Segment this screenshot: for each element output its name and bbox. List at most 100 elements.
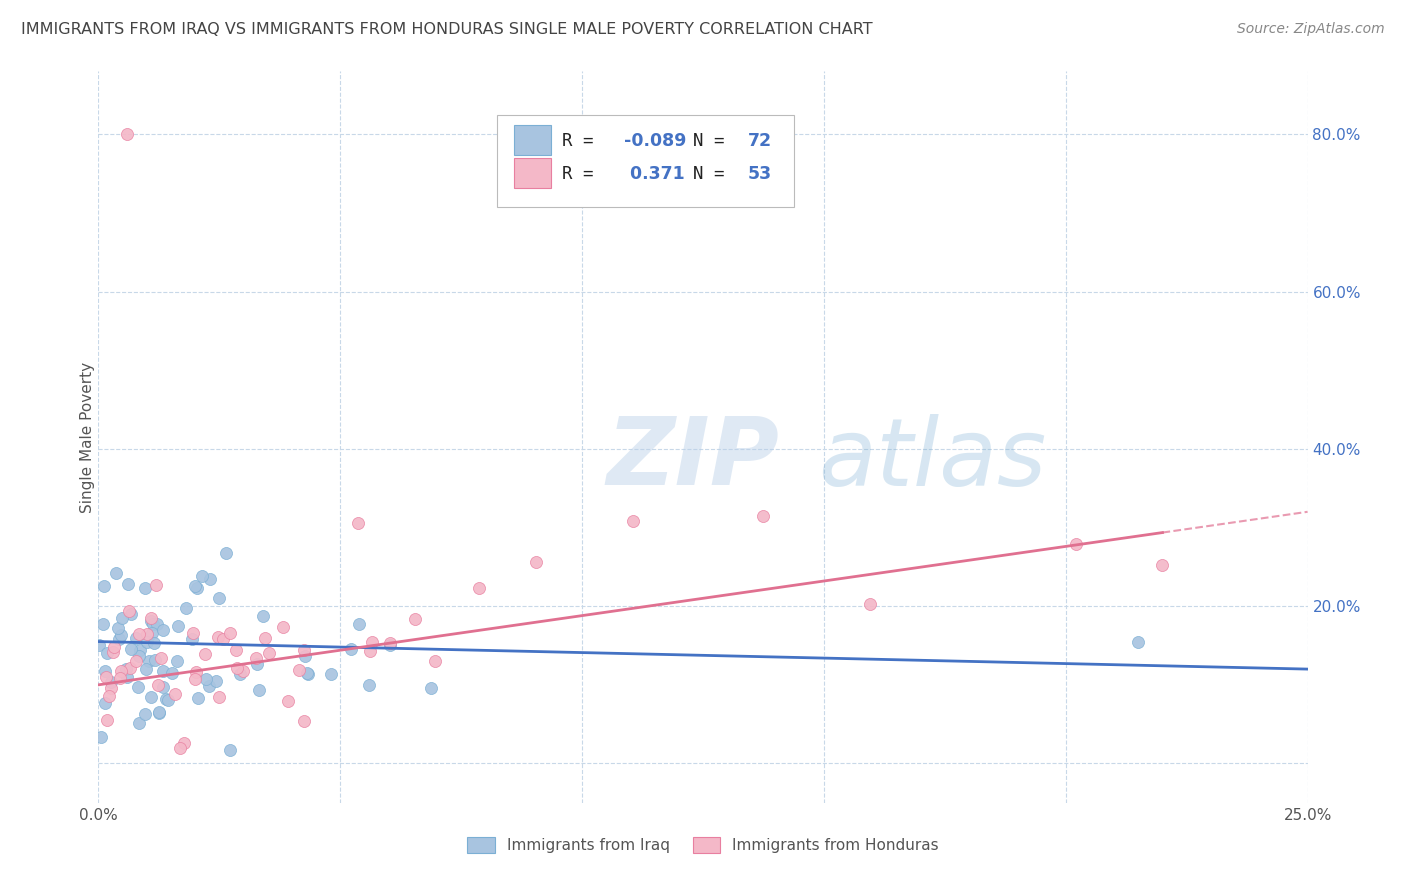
Point — [277, 694, 299, 708]
Text: -0.089: -0.089 — [624, 132, 686, 150]
Point — [143, 636, 166, 650]
Point — [347, 516, 370, 530]
Point — [87, 638, 110, 652]
Point — [247, 683, 270, 698]
Point — [184, 665, 207, 679]
Point — [229, 666, 252, 681]
Point — [166, 654, 188, 668]
Point — [173, 736, 195, 750]
Point — [751, 509, 773, 524]
Point — [174, 600, 197, 615]
Point — [361, 635, 384, 649]
Point — [103, 640, 125, 654]
Point — [524, 556, 547, 570]
Point — [621, 514, 644, 528]
Point — [148, 705, 170, 719]
Text: R =: R = — [561, 165, 603, 183]
Point — [340, 641, 363, 656]
Point — [150, 651, 173, 665]
Point — [232, 664, 254, 678]
Point — [129, 643, 152, 657]
Point — [162, 666, 184, 681]
Point — [117, 128, 139, 142]
Point — [181, 626, 204, 640]
Point — [118, 604, 141, 618]
Point — [110, 628, 132, 642]
Point — [169, 740, 191, 755]
Point — [1128, 634, 1150, 648]
Point — [104, 566, 127, 581]
Point — [136, 627, 159, 641]
Text: Source: ZipAtlas.com: Source: ZipAtlas.com — [1237, 22, 1385, 37]
Point — [219, 625, 242, 640]
Point — [134, 706, 156, 721]
Point — [208, 591, 231, 605]
Point — [246, 657, 269, 671]
Point — [125, 654, 148, 668]
Point — [139, 690, 162, 704]
Point — [156, 693, 179, 707]
Point — [146, 617, 169, 632]
Point — [141, 626, 163, 640]
Point — [198, 679, 221, 693]
Point — [94, 696, 117, 710]
Point — [108, 671, 131, 685]
Point — [114, 662, 136, 676]
Point — [297, 666, 319, 681]
Point — [125, 631, 148, 645]
Point — [96, 646, 118, 660]
Point — [211, 632, 233, 646]
Point — [107, 622, 129, 636]
Point — [127, 680, 149, 694]
Point — [191, 569, 214, 583]
Point — [139, 611, 162, 625]
FancyBboxPatch shape — [515, 159, 551, 187]
Point — [100, 681, 122, 695]
Point — [143, 653, 166, 667]
Point — [128, 648, 150, 663]
Point — [118, 661, 141, 675]
Text: 72: 72 — [748, 132, 772, 150]
Text: 0.371: 0.371 — [624, 165, 685, 183]
Text: ZIP: ZIP — [606, 413, 779, 505]
Point — [117, 577, 139, 591]
Point — [404, 612, 426, 626]
Point — [120, 641, 142, 656]
Point — [359, 678, 381, 692]
Point — [252, 608, 274, 623]
Point — [292, 714, 315, 728]
Point — [859, 598, 882, 612]
Point — [288, 663, 311, 677]
Point — [180, 632, 202, 647]
Point — [145, 578, 167, 592]
Point — [135, 662, 157, 676]
Point — [103, 645, 125, 659]
Point — [208, 690, 231, 704]
Point — [98, 690, 121, 704]
Point — [142, 617, 165, 632]
Text: R =: R = — [561, 132, 603, 150]
Point — [148, 706, 170, 720]
Point — [134, 582, 156, 596]
Point — [186, 581, 208, 595]
Text: IMMIGRANTS FROM IRAQ VS IMMIGRANTS FROM HONDURAS SINGLE MALE POVERTY CORRELATION: IMMIGRANTS FROM IRAQ VS IMMIGRANTS FROM … — [21, 22, 873, 37]
Point — [321, 666, 343, 681]
Point — [380, 638, 402, 652]
Point — [96, 713, 118, 727]
Point — [225, 643, 247, 657]
Point — [219, 743, 242, 757]
Legend: Immigrants from Iraq, Immigrants from Honduras: Immigrants from Iraq, Immigrants from Ho… — [460, 830, 946, 861]
Point — [155, 691, 177, 706]
Point — [152, 680, 174, 694]
Point — [139, 614, 162, 628]
Point — [359, 644, 381, 658]
Y-axis label: Single Male Poverty: Single Male Poverty — [80, 361, 94, 513]
Point — [184, 672, 207, 686]
Text: 53: 53 — [748, 165, 772, 183]
Point — [115, 670, 138, 684]
Point — [108, 632, 131, 646]
Point — [467, 581, 489, 595]
Text: N =: N = — [693, 132, 735, 150]
Point — [257, 646, 280, 660]
Point — [378, 636, 401, 650]
